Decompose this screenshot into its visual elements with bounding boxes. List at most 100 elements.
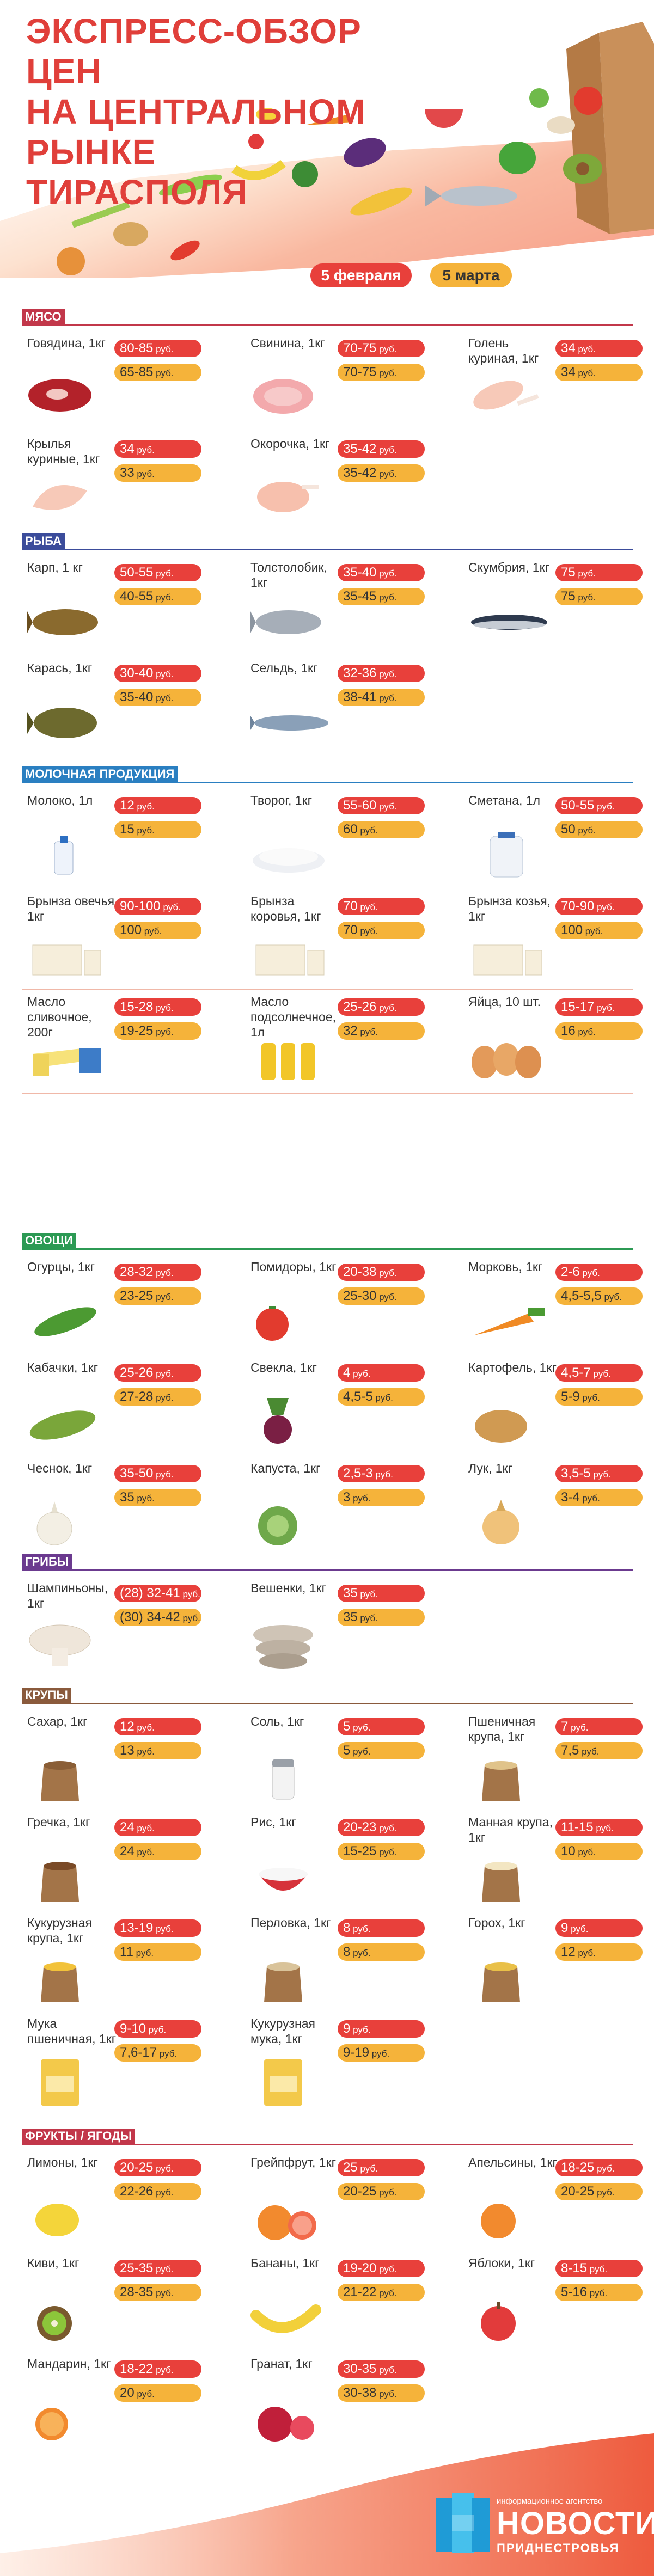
section-label: КРУПЫ bbox=[22, 1688, 71, 1703]
product-name: Кукурузная крупа, 1кг bbox=[27, 1916, 92, 1945]
current-price: 8-15 руб. bbox=[555, 2260, 643, 2277]
semolina-icon bbox=[482, 1862, 520, 1902]
product-name: Помидоры, 1кг bbox=[250, 1260, 337, 1274]
product-name: Бананы, 1кг bbox=[250, 2256, 320, 2270]
price-item: Масло подсолнечное, 1л 25-26 руб. 32 руб. bbox=[245, 994, 441, 1087]
previous-price: 3 руб. bbox=[338, 1489, 425, 1506]
price-item: Карась, 1кг 30-40 руб. 35-40 руб. bbox=[22, 660, 218, 753]
price-item: Шампиньоны, 1кг (28) 32-41 руб. (30) 34-42… bbox=[22, 1580, 218, 1673]
previous-price: (30) 34-42 руб. bbox=[114, 1609, 201, 1626]
previous-price: 25-30 руб. bbox=[338, 1287, 425, 1305]
current-price: 9 руб. bbox=[555, 1919, 643, 1937]
potato-icon bbox=[113, 222, 148, 246]
product-name: Мандарин, 1кг bbox=[27, 2357, 111, 2371]
tomato-icon bbox=[574, 87, 602, 115]
sugar-icon bbox=[41, 1761, 79, 1801]
previous-price: 21-22 руб. bbox=[338, 2284, 425, 2301]
price-item: Свинина, 1кг 70-75 руб. 70-75 руб. bbox=[245, 335, 441, 428]
chicken-leg-icon bbox=[473, 381, 539, 410]
price-item: Скумбрия, 1кг 75 руб. 75 руб. bbox=[463, 560, 654, 652]
section-header: МЯСО bbox=[22, 309, 633, 326]
product-name: Свекла, 1кг bbox=[250, 1360, 317, 1375]
price-item: Помидоры, 1кг 20-38 руб. 25-30 руб. bbox=[245, 1259, 441, 1352]
logo-mark-icon bbox=[436, 2493, 490, 2553]
product-name: Молоко, 1л bbox=[27, 793, 93, 807]
avocado-icon bbox=[563, 154, 602, 184]
price-item: Гречка, 1кг 24 руб. 24 руб. bbox=[22, 1814, 218, 1907]
banana-icon bbox=[250, 2304, 321, 2333]
section-label: МОЛОЧНАЯ ПРОДУКЦИЯ bbox=[22, 766, 178, 782]
current-price: 4 руб. bbox=[338, 1364, 425, 1382]
sheep-cheese-icon bbox=[32, 944, 101, 976]
product-name: Морковь, 1кг bbox=[468, 1260, 543, 1274]
previous-price: 7,5 руб. bbox=[555, 1742, 643, 1759]
current-price: 32-36 руб. bbox=[338, 665, 425, 682]
price-item: Брынза коровья, 1кг 70 руб. 70 руб. bbox=[245, 893, 441, 986]
product-name: Голень куриная, 1кг bbox=[468, 336, 539, 365]
product-name: Соль, 1кг bbox=[250, 1714, 304, 1728]
broccoli-icon bbox=[292, 161, 318, 187]
silver-carp-icon bbox=[250, 610, 321, 634]
peas-icon bbox=[158, 174, 223, 196]
logo-sub-text: ПРИДНЕСТРОВЬЯ bbox=[497, 2541, 620, 2555]
peas-icon bbox=[482, 1962, 520, 2002]
cottage-cheese-icon bbox=[253, 848, 325, 873]
current-price: 20-38 руб. bbox=[338, 1264, 425, 1281]
apple-icon bbox=[481, 2302, 516, 2341]
section-header: ГРИБЫ bbox=[22, 1554, 633, 1571]
previous-price: 10 руб. bbox=[555, 1843, 643, 1860]
product-name: Сметана, 1л bbox=[468, 793, 541, 807]
paper-bag-icon bbox=[566, 22, 654, 234]
cabbage-icon bbox=[258, 1506, 297, 1545]
section-label: ГРИБЫ bbox=[22, 1554, 72, 1569]
previous-price: 13 руб. bbox=[114, 1742, 201, 1759]
section-divider bbox=[22, 1248, 633, 1250]
previous-price: 100 руб. bbox=[555, 922, 643, 939]
product-name: Горох, 1кг bbox=[468, 1916, 525, 1930]
previous-price: 24 руб. bbox=[114, 1843, 201, 1860]
pomegranate-icon bbox=[258, 2407, 314, 2442]
corn-flour-icon bbox=[264, 2059, 302, 2106]
previous-price: 8 руб. bbox=[338, 1943, 425, 1961]
product-name: Кукурузная мука, 1кг bbox=[250, 2016, 315, 2046]
current-price: 25 руб. bbox=[338, 2159, 425, 2176]
previous-price: 4,5-5 руб. bbox=[338, 1388, 425, 1406]
carp-icon bbox=[27, 609, 98, 635]
previous-price: 20-25 руб. bbox=[338, 2183, 425, 2200]
previous-price: 22-26 руб. bbox=[114, 2183, 201, 2200]
eggplant-icon bbox=[344, 138, 386, 167]
product-name: Крылья куриные, 1кг bbox=[27, 437, 100, 466]
previous-price: 33 руб. bbox=[114, 464, 201, 482]
previous-price: 20 руб. bbox=[114, 2384, 201, 2402]
product-name: Шампиньоны, 1кг bbox=[27, 1581, 108, 1610]
previous-price: 65-85 руб. bbox=[114, 364, 201, 381]
product-name: Сельдь, 1кг bbox=[250, 661, 318, 675]
previous-price: 5-16 руб. bbox=[555, 2284, 643, 2301]
mackerel-icon bbox=[471, 615, 547, 630]
previous-price: 50 руб. bbox=[555, 821, 643, 838]
current-price: 15-17 руб. bbox=[555, 998, 643, 1016]
price-item: Бананы, 1кг 19-20 руб. 21-22 руб. bbox=[245, 2255, 441, 2348]
mushroom-icon bbox=[547, 116, 575, 134]
cabbage-icon bbox=[529, 88, 549, 108]
previous-price: 23-25 руб. bbox=[114, 1287, 201, 1305]
lemon-icon bbox=[256, 108, 278, 121]
price-item: Рис, 1кг 20-23 руб. 15-25 руб. bbox=[245, 1814, 441, 1907]
current-price: (28) 32-41 руб. bbox=[114, 1585, 201, 1602]
price-item: Яблоки, 1кг 8-15 руб. 5-16 руб. bbox=[463, 2255, 654, 2348]
product-name: Чеснок, 1кг bbox=[27, 1461, 93, 1475]
wheat-flour-icon bbox=[41, 2059, 79, 2106]
product-name: Карп, 1 кг bbox=[27, 560, 83, 574]
current-price: 20-23 руб. bbox=[338, 1819, 425, 1836]
pork-icon bbox=[253, 379, 313, 414]
previous-price: 30-38 руб. bbox=[338, 2384, 425, 2402]
price-item: Манная крупа, 1кг 11-15 руб. 10 руб. bbox=[463, 1814, 654, 1907]
green-onion-icon bbox=[71, 201, 130, 228]
product-name: Брынза коровья, 1кг bbox=[250, 894, 321, 923]
price-item: Лимоны, 1кг 20-25 руб. 22-26 руб. bbox=[22, 2155, 218, 2247]
current-date-badge: 5 февраля bbox=[310, 263, 412, 287]
previous-price: 20-25 руб. bbox=[555, 2183, 643, 2200]
section-label: ОВОЩИ bbox=[22, 1233, 76, 1248]
current-price: 18-22 руб. bbox=[114, 2360, 201, 2378]
current-price: 70 руб. bbox=[338, 898, 425, 915]
